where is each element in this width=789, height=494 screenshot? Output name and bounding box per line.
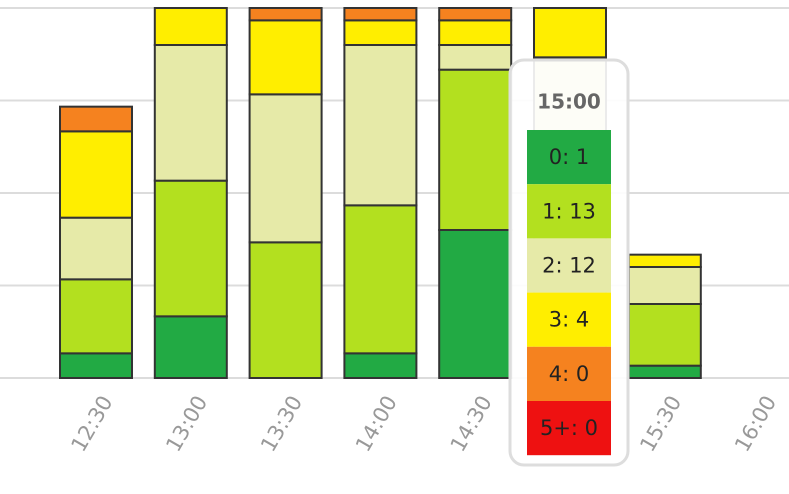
- tooltip-row: [527, 401, 611, 456]
- x-tick-label: 15:30: [635, 392, 686, 456]
- bar-segment: [627, 364, 702, 379]
- tooltip-row: [527, 346, 611, 401]
- bar-segment: [438, 229, 513, 379]
- x-tick-label: 12:30: [66, 392, 117, 456]
- bar-segment: [438, 68, 513, 231]
- x-tick-label: 14:00: [351, 392, 402, 456]
- tooltip: 15:00 0: 1 1: 13 2: 12 3: 4 4: 0 5+: 0: [508, 58, 630, 467]
- bar-segment: [533, 7, 607, 59]
- bar-segment: [59, 278, 133, 355]
- bar-segment: [438, 44, 513, 71]
- tooltip-row: [527, 184, 611, 239]
- bar-segment: [438, 7, 513, 22]
- bar-segment: [343, 44, 418, 207]
- x-tick-label: 14:30: [446, 392, 497, 456]
- tooltip-row-text: 0: 1: [549, 145, 589, 169]
- tooltip-row-text: 1: 13: [542, 199, 596, 223]
- bar-segment: [59, 105, 133, 133]
- tooltip-row-text: 2: 12: [542, 254, 596, 278]
- tooltip-row: [527, 130, 611, 185]
- x-tick-label: 13:00: [161, 392, 212, 456]
- bar-segment: [59, 216, 133, 281]
- x-tick-label: 16:00: [730, 392, 781, 456]
- bar-segment: [153, 44, 228, 182]
- bar-segment: [343, 352, 418, 380]
- tooltip-row-text: 4: 0: [549, 362, 589, 386]
- bar-segment: [153, 7, 228, 46]
- x-tick-label: 13:30: [256, 392, 307, 456]
- bar-segment: [248, 19, 323, 96]
- bar-segment: [343, 204, 418, 355]
- bar-segment: [248, 241, 323, 379]
- tooltip-row: [527, 292, 611, 347]
- tooltip-title: 15:00: [537, 90, 601, 114]
- bar-segment: [153, 315, 228, 380]
- bar-segment: [343, 19, 418, 46]
- bar-segment: [343, 7, 418, 22]
- bar-segment: [59, 130, 133, 219]
- bar-segment: [627, 253, 702, 269]
- bar-segment: [627, 303, 702, 367]
- tooltip-row: [527, 238, 611, 293]
- tooltip-row-text: 5+: 0: [540, 416, 598, 440]
- bar-segment: [248, 7, 323, 22]
- bar-segment: [153, 179, 228, 318]
- bar-segment: [627, 266, 702, 305]
- bar-segment: [59, 352, 133, 380]
- bar-segment: [438, 19, 513, 46]
- bar-segment: [248, 93, 323, 244]
- tooltip-row-text: 3: 4: [549, 308, 589, 332]
